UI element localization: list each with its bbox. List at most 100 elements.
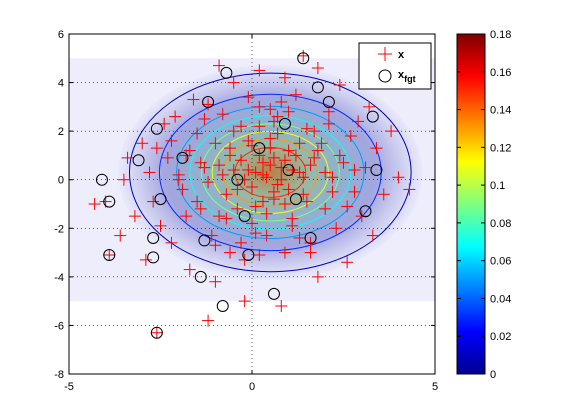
point-x (359, 161, 372, 174)
colorbar-gradient (456, 33, 486, 375)
point-x (227, 125, 240, 138)
point-x (136, 137, 149, 150)
point-x (278, 71, 291, 84)
point-x (275, 161, 288, 174)
point-xfgt (176, 151, 189, 164)
point-x (403, 183, 416, 196)
point-x (121, 151, 134, 164)
point-xfgt (253, 142, 266, 155)
x-tick-label: -5 (64, 381, 74, 393)
point-x (103, 249, 116, 261)
point-x (231, 202, 244, 215)
point-x (282, 105, 295, 118)
point-x (238, 295, 251, 308)
point-xfgt (304, 232, 317, 244)
point-xfgt (150, 122, 163, 135)
colorbar-ticks: 0 0.02 0.04 0.06 0.08 0.1 0.12 0.14 0.16 0.18 (457, 29, 511, 381)
point-x (249, 166, 262, 179)
point-x (183, 144, 196, 157)
point-x (143, 166, 156, 179)
point-x (227, 76, 240, 89)
point-x (139, 253, 152, 266)
y-tick-label: -8 (54, 369, 64, 381)
point-xfgt (103, 249, 116, 261)
colorbar-tick-label: 0 (490, 369, 496, 381)
point-x (88, 198, 101, 210)
point-x (348, 185, 361, 198)
point-xfgt (267, 287, 280, 300)
point-xfgt (238, 210, 251, 223)
point-x (293, 137, 306, 150)
point-x (213, 59, 226, 72)
legend-marker-x (378, 47, 392, 61)
legend-marker-xfgt (378, 69, 392, 83)
point-x (150, 326, 163, 339)
point-x (216, 108, 229, 121)
point-xfgt (289, 193, 302, 206)
point-x (117, 173, 130, 186)
scatter-marks (88, 49, 416, 339)
point-x (253, 100, 266, 113)
colorbar-tick-label: 0.04 (490, 293, 511, 305)
point-x (337, 156, 350, 169)
colorbar-tick-label: 0.1 (490, 180, 505, 192)
legend-label-xfgt: xfgt (398, 69, 416, 84)
point-x (147, 195, 160, 208)
point-x (235, 120, 248, 133)
point-x (333, 149, 346, 162)
point-x (278, 246, 291, 259)
point-x (238, 173, 251, 186)
point-x (235, 236, 248, 249)
point-x (198, 113, 211, 125)
point-xfgt (220, 66, 233, 79)
point-x (264, 142, 277, 155)
point-x (275, 300, 288, 312)
point-xfgt (278, 117, 291, 130)
point-x (249, 200, 262, 213)
colorbar: 0 0.02 0.04 0.06 0.08 0.1 0.12 0.14 0.16 0.18 (456, 29, 511, 381)
point-x (176, 183, 189, 196)
point-x (260, 171, 273, 184)
point-xfgt (132, 154, 145, 167)
point-x (202, 314, 215, 327)
contour-line (129, 72, 412, 273)
point-x (150, 142, 163, 155)
point-x (267, 151, 280, 164)
point-x (267, 115, 280, 128)
point-x (297, 171, 310, 184)
point-x (216, 168, 229, 181)
contour-line (189, 115, 352, 230)
point-x (202, 176, 215, 189)
point-x (311, 62, 324, 74)
colorbar-tick-label: 0.16 (490, 67, 511, 79)
point-x (278, 154, 291, 167)
point-x (246, 181, 258, 193)
x-tick-label: 0 (249, 381, 255, 393)
point-x (253, 249, 266, 261)
point-x (366, 229, 379, 242)
point-x (202, 98, 215, 111)
point-x (165, 134, 178, 147)
point-xfgt (366, 110, 379, 123)
point-xfgt (282, 164, 295, 176)
point-xfgt (370, 164, 383, 176)
point-x (256, 156, 269, 169)
point-x (180, 210, 193, 223)
point-x (187, 93, 200, 106)
point-xfgt (194, 270, 207, 283)
point-xfgt (311, 81, 324, 94)
point-x (194, 156, 207, 169)
colorbar-tick-label: 0.02 (490, 331, 511, 343)
point-x (315, 137, 328, 150)
point-x (352, 115, 365, 128)
point-x (260, 207, 273, 220)
colorbar-tick-label: 0.18 (490, 29, 511, 41)
point-x (271, 178, 284, 191)
point-x (297, 49, 310, 62)
point-x (370, 142, 383, 155)
density-core (118, 65, 423, 280)
point-x (344, 130, 357, 142)
point-x (300, 122, 313, 135)
point-x (242, 164, 255, 176)
